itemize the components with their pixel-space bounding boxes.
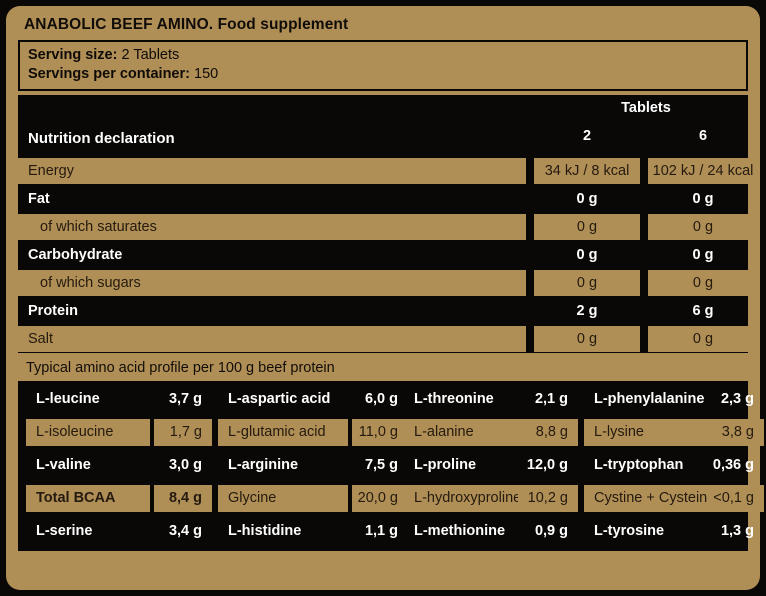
amino-name: L-methionine	[414, 523, 506, 539]
amino-value: 10,2 g	[518, 485, 578, 512]
nutrition-row-value-2-tablets: 34 kJ / 8 kcal	[534, 158, 640, 184]
nutrition-row: of which sugars 0 g 0 g	[18, 269, 758, 297]
amino-value: 8,8 g	[518, 419, 578, 446]
nutrition-table-header: Nutrition declaration Tablets 2 6	[18, 95, 748, 157]
amino-name: Total BCAA	[26, 485, 150, 512]
nutrition-row-value-6-tablets: 0 g	[692, 247, 714, 263]
amino-name: L-serine	[36, 523, 93, 539]
product-descriptor: Food supplement	[217, 16, 349, 33]
amino-name: L-glutamic acid	[218, 419, 348, 446]
amino-name: L-isoleucine	[26, 419, 150, 446]
nutrition-row-name: Carbohydrate	[28, 247, 123, 263]
nutrition-row: Protein 2 g 6 g	[18, 297, 748, 325]
nutrition-row-name: of which saturates	[18, 214, 526, 240]
amino-value: 3,8 g	[708, 419, 764, 446]
amino-name: L-leucine	[36, 391, 100, 407]
nutrition-row: Carbohydrate 0 g 0 g	[18, 241, 748, 269]
nutrition-row-value-2-tablets: 0 g	[534, 214, 640, 240]
nutrition-row-name: of which sugars	[18, 270, 526, 296]
amino-value: 20,0 g	[352, 485, 408, 512]
nutrition-declaration-heading: Nutrition declaration	[28, 130, 175, 147]
serving-size-value: 2 Tablets	[121, 47, 180, 63]
amino-value: 0,9 g	[534, 523, 568, 539]
amino-name: L-phenylalanine	[594, 391, 705, 407]
amino-value: 8,4 g	[154, 485, 212, 512]
amino-name: L-threonine	[414, 391, 494, 407]
amino-row: L-isoleucine 1,7 g L-glutamic acid 11,0 g L-…	[18, 416, 764, 449]
amino-value: 11,0 g	[352, 419, 408, 446]
nutrition-declaration-table: Nutrition declaration Tablets 2 6 Energy…	[18, 95, 758, 353]
nutrition-row-value-6-tablets: 0 g	[648, 214, 758, 240]
nutrition-row-value-2-tablets: 0 g	[534, 326, 640, 352]
product-name: ANABOLIC BEEF AMINO.	[24, 16, 214, 33]
amino-name: L-valine	[36, 457, 91, 473]
nutrition-row-value-6-tablets: 0 g	[648, 270, 758, 296]
nutrition-row: Fat 0 g 0 g	[18, 185, 748, 213]
nutrition-row-value-6-tablets: 0 g	[648, 326, 758, 352]
serving-size-line: Serving size: 2 Tablets	[28, 46, 738, 65]
nutrition-row: Salt 0 g 0 g	[18, 325, 758, 353]
amino-name: Cystine + Cysteine	[584, 485, 715, 512]
nutrition-row: of which saturates 0 g 0 g	[18, 213, 758, 241]
serving-info-box: Serving size: 2 Tablets Servings per con…	[18, 40, 748, 91]
amino-profile-caption: Typical amino acid profile per 100 g bee…	[26, 360, 335, 376]
amino-value: 6,0 g	[364, 391, 398, 407]
servings-per-container-value: 150	[194, 66, 219, 82]
servings-per-container-line: Servings per container: 150	[28, 65, 738, 84]
nutrition-row-name: Protein	[28, 303, 78, 319]
nutrition-row-value-2-tablets: 0 g	[534, 270, 640, 296]
amino-name: L-tyrosine	[594, 523, 665, 539]
amino-row: L-serine 3,4 g L-histidine 1,1 g L-methionin…	[18, 515, 754, 548]
amino-row: L-valine 3,0 g L-arginine 7,5 g L-proline 12,…	[18, 449, 754, 482]
amino-acid-table: L-leucine 3,7 g L-aspartic acid 6,0 g L-thre…	[18, 381, 764, 551]
nutrition-table-body: Energy 34 kJ / 8 kcal 102 kJ / 24 kcal Fat 0…	[18, 157, 758, 353]
nutrition-row-value-6-tablets: 0 g	[692, 191, 714, 207]
amino-value: 2,1 g	[534, 391, 568, 407]
amino-value: 3,7 g	[168, 391, 202, 407]
amino-value: 1,7 g	[154, 419, 212, 446]
amino-value: 3,0 g	[168, 457, 202, 473]
nutrition-row-name: Salt	[18, 326, 526, 352]
amino-row: L-leucine 3,7 g L-aspartic acid 6,0 g L-thre…	[18, 383, 754, 416]
amino-value: 0,36 g	[712, 457, 754, 473]
nutrition-row-name: Fat	[28, 191, 50, 207]
amino-table-body: L-leucine 3,7 g L-aspartic acid 6,0 g L-thre…	[18, 383, 764, 548]
servings-per-container-label: Servings per container:	[28, 66, 190, 82]
amino-name: L-histidine	[228, 523, 302, 539]
amino-value: <0,1 g	[708, 485, 764, 512]
page-title: ANABOLIC BEEF AMINO. Food supplement	[16, 14, 750, 40]
amino-value: 7,5 g	[364, 457, 398, 473]
amino-name: L-aspartic acid	[228, 391, 331, 407]
amino-value: 3,4 g	[168, 523, 202, 539]
nutrition-row-value-2-tablets: 0 g	[576, 247, 598, 263]
nutrition-label-panel: ANABOLIC BEEF AMINO. Food supplement Ser…	[6, 6, 764, 590]
amino-name: L-tryptophan	[594, 457, 684, 473]
nutrition-col1-header: 2	[582, 128, 592, 144]
nutrition-row: Energy 34 kJ / 8 kcal 102 kJ / 24 kcal	[18, 157, 758, 185]
amino-name: L-proline	[414, 457, 477, 473]
nutrition-row-value-2-tablets: 0 g	[576, 191, 598, 207]
nutrition-row-value-2-tablets: 2 g	[576, 303, 598, 319]
nutrition-col2-header: 6	[698, 128, 708, 144]
amino-name: L-lysine	[584, 419, 712, 446]
amino-value: 12,0 g	[526, 457, 568, 473]
amino-value: 2,3 g	[720, 391, 754, 407]
amino-row: Total BCAA 8,4 g Glycine 20,0 g L-hydroxypro…	[18, 482, 764, 515]
amino-value: 1,3 g	[720, 523, 754, 539]
amino-name: L-arginine	[228, 457, 299, 473]
amino-name: Glycine	[218, 485, 348, 512]
serving-size-label: Serving size:	[28, 47, 118, 63]
nutrition-row-name: Energy	[18, 158, 526, 184]
nutrition-unit-header: Tablets	[621, 100, 671, 116]
nutrition-row-value-6-tablets: 102 kJ / 24 kcal	[648, 158, 758, 184]
amino-value: 1,1 g	[364, 523, 398, 539]
nutrition-row-value-6-tablets: 6 g	[692, 303, 714, 319]
